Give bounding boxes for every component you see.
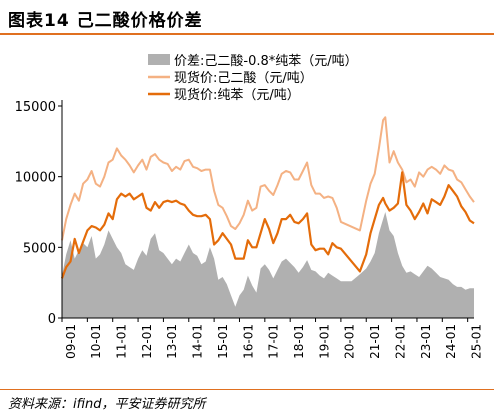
legend-swatch-spread bbox=[148, 54, 170, 65]
line-layer bbox=[60, 116, 475, 279]
y-tick-label: 5000 bbox=[23, 241, 56, 256]
footer-divider bbox=[0, 389, 494, 390]
x-tick-label: 14-01 bbox=[191, 324, 205, 359]
x-tick-label: 13-01 bbox=[165, 324, 179, 359]
x-tick-label: 18-01 bbox=[292, 324, 306, 359]
legend-label: 现货价:己二酸（元/吨） bbox=[174, 70, 313, 86]
x-tick-label: 24-01 bbox=[444, 324, 458, 359]
benzene-price-line bbox=[60, 171, 475, 279]
source-note: 资料来源：ifind，平安证券研究所 bbox=[8, 397, 206, 412]
x-tick-label: 25-01 bbox=[469, 324, 483, 359]
price-spread-chart: 0 5000 10000 15000 09-01 10-01 11-01 12-01 13-01… bbox=[15, 54, 483, 359]
y-tick-label: 15000 bbox=[15, 100, 56, 115]
x-tick-label: 16-01 bbox=[241, 324, 255, 359]
axis-layer: 0 5000 10000 15000 09-01 10-01 11-01 12-01 13-01… bbox=[15, 100, 483, 359]
y-tick-label: 10000 bbox=[15, 171, 56, 186]
adipic-acid-price-line bbox=[61, 116, 475, 241]
x-tick-label: 09-01 bbox=[64, 324, 78, 359]
x-tick-label: 20-01 bbox=[343, 324, 357, 359]
legend: 价差:己二酸-0.8*纯苯（元/吨）现货价:己二酸（元/吨）现货价:纯苯（元/吨… bbox=[148, 54, 358, 103]
figure-title: 图表14 己二酸价格价差 bbox=[8, 11, 203, 31]
x-tick-label: 10-01 bbox=[89, 324, 103, 359]
area-layer bbox=[62, 212, 474, 318]
chart-area: 0 5000 10000 15000 09-01 10-01 11-01 12-01 13-01… bbox=[0, 36, 494, 388]
legend-label: 现货价:纯苯（元/吨） bbox=[174, 87, 300, 103]
y-tick-label: 0 bbox=[48, 312, 56, 327]
x-tick-label: 11-01 bbox=[115, 324, 129, 359]
figure-header: 图表14 己二酸价格价差 bbox=[0, 0, 494, 36]
legend-label: 价差:己二酸-0.8*纯苯（元/吨） bbox=[174, 54, 358, 69]
spread-area-series bbox=[62, 212, 474, 318]
x-tick-label: 19-01 bbox=[317, 324, 331, 359]
x-tick-label: 12-01 bbox=[140, 324, 154, 359]
x-tick-label: 21-01 bbox=[368, 324, 382, 359]
x-tick-label: 22-01 bbox=[393, 324, 407, 359]
x-tick-label: 15-01 bbox=[216, 324, 230, 359]
x-tick-label: 23-01 bbox=[419, 324, 433, 359]
header-divider bbox=[0, 33, 494, 35]
x-tick-label: 17-01 bbox=[267, 324, 281, 359]
